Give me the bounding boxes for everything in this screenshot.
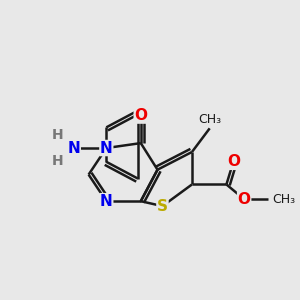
Text: H: H	[51, 128, 63, 142]
Text: CH₃: CH₃	[198, 113, 221, 126]
Text: N: N	[100, 140, 113, 155]
Text: CH₃: CH₃	[273, 193, 296, 206]
Text: O: O	[227, 154, 240, 169]
Text: N: N	[68, 140, 80, 155]
Text: N: N	[100, 194, 113, 209]
Text: O: O	[134, 108, 147, 123]
Text: S: S	[157, 199, 168, 214]
Text: O: O	[238, 192, 250, 207]
Text: H: H	[51, 154, 63, 168]
